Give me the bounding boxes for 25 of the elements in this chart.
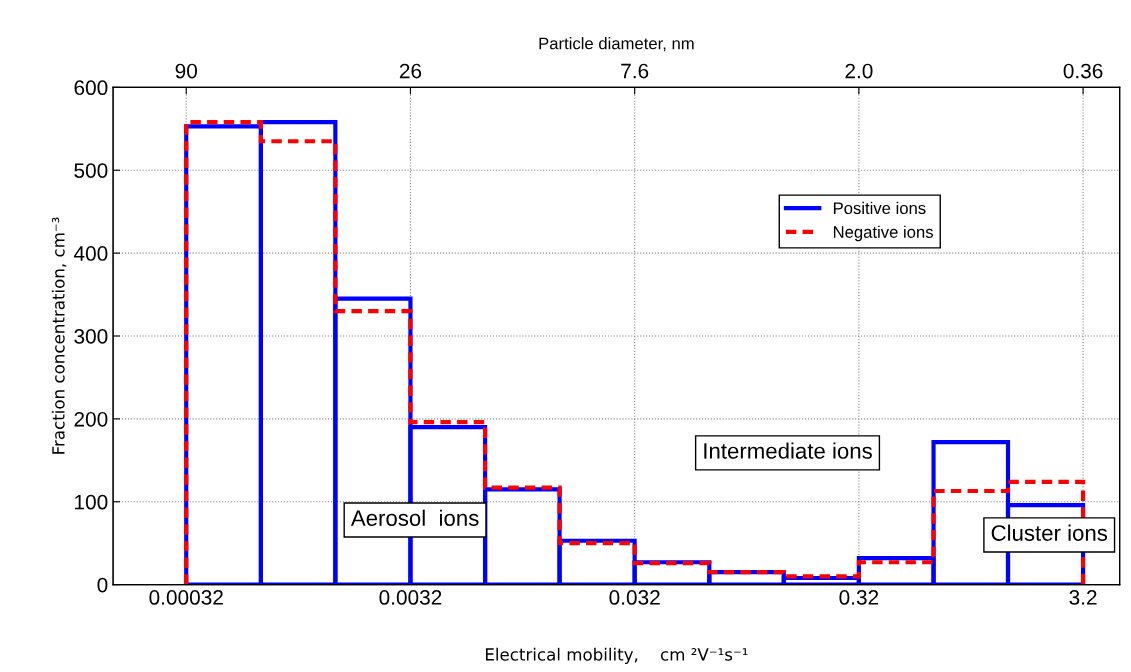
- y-tick-label: 0: [97, 577, 108, 593]
- annotation: Intermediate ions: [704, 442, 872, 459]
- x-tick-label: 0.032: [609, 590, 660, 605]
- x2-axis-title: Particle diameter, nm: [539, 37, 694, 52]
- text: 2.0: [845, 63, 873, 79]
- text: 26: [399, 63, 422, 79]
- annotation: Aerosol ions: [350, 509, 479, 526]
- y-tick-label: 100: [75, 494, 108, 510]
- y-tick-label: 500: [74, 163, 108, 178]
- x-tick-label: 0.0032: [379, 590, 442, 605]
- text: 0.36: [1063, 63, 1103, 79]
- y-axis-title: Fraction concentration, cm⁻³: [51, 217, 67, 454]
- legend-label: Negative ions: [833, 225, 933, 242]
- x-tick-label: 3.2: [1069, 590, 1097, 605]
- y-tick-label: 600: [74, 80, 108, 96]
- x-tick-label: 0.00032: [149, 590, 223, 605]
- text: 90: [175, 63, 198, 79]
- x-axis-title: Electrical mobility, cm ²V⁻¹s⁻¹: [485, 647, 748, 664]
- y-tick-label: 300: [74, 329, 108, 344]
- x-tick-label: 0.32: [839, 590, 879, 605]
- y-tick-label: 200: [74, 411, 108, 427]
- y-tick-label: 400: [73, 246, 108, 261]
- annotation: Cluster ions: [991, 524, 1108, 541]
- text: 7.6: [621, 63, 649, 79]
- legend-label: Positive ions: [833, 201, 926, 215]
